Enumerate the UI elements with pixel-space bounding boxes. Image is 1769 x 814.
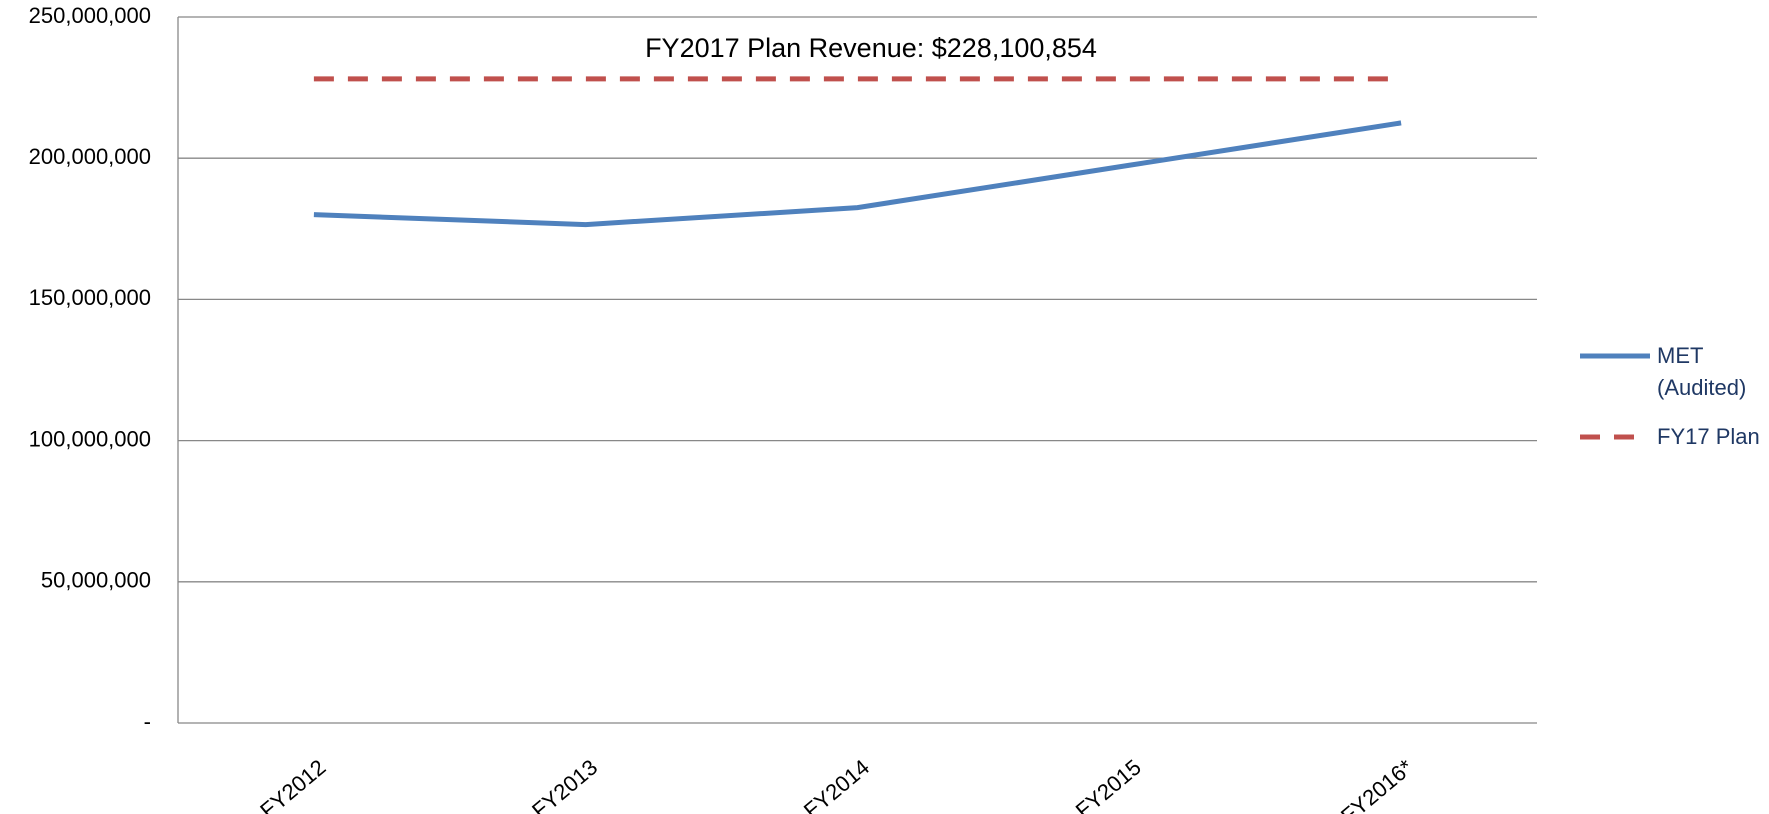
y-tick-label: 200,000,000 <box>29 144 151 169</box>
x-tick-label: FY2015 <box>1071 754 1146 814</box>
legend-label: FY17 Plan <box>1657 424 1760 449</box>
y-tick-label: 150,000,000 <box>29 285 151 310</box>
series-line <box>313 120 1402 228</box>
legend-label: MET (Audited) <box>1657 343 1747 400</box>
y-tick-label: - <box>144 709 151 734</box>
x-tick-label: FY2014 <box>799 754 874 814</box>
x-tick-label: FY2016* <box>1336 754 1418 814</box>
y-tick-label: 250,000,000 <box>29 3 151 28</box>
x-tick-label: FY2013 <box>527 754 602 814</box>
y-tick-label: 50,000,000 <box>41 568 151 593</box>
x-tick-label: FY2012 <box>255 754 330 814</box>
annotation: FY2017 Plan Revenue: $228,100,854 <box>645 33 1097 63</box>
y-tick-label: 100,000,000 <box>29 426 151 451</box>
